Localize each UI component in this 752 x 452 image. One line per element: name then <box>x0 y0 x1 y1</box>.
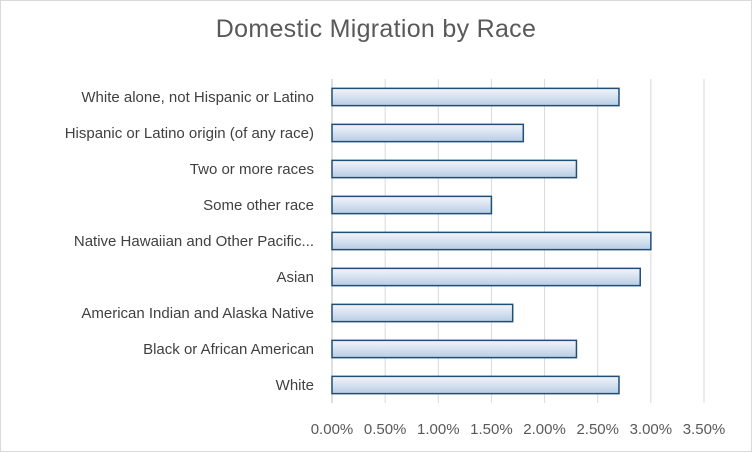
x-tick-label: 2.00% <box>523 421 566 438</box>
bar <box>331 267 641 287</box>
category-label: White alone, not Hispanic or Latino <box>81 89 314 106</box>
bar <box>331 87 620 107</box>
x-axis-ticks: 0.00% 0.50% 1.00% 1.50% 2.00% 2.50% 3.00% 3.50% <box>311 421 726 438</box>
category-label: Black or African American <box>143 341 314 358</box>
category-labels: White alone, not Hispanic or Latino Hispa… <box>65 89 314 394</box>
category-label: Two or more races <box>190 161 314 178</box>
bar <box>331 231 652 251</box>
bar <box>331 303 514 323</box>
category-label: Hispanic or Latino origin (of any race) <box>65 125 314 142</box>
x-tick-label: 3.50% <box>683 421 726 438</box>
x-tick-label: 1.00% <box>417 421 460 438</box>
x-tick-label: 0.00% <box>311 421 354 438</box>
bar <box>331 195 493 215</box>
chart-title: Domestic Migration by Race <box>215 15 537 43</box>
x-tick-label: 2.50% <box>576 421 619 438</box>
category-label: Some other race <box>203 197 314 214</box>
bar <box>331 339 578 359</box>
category-label: Native Hawaiian and Other Pacific... <box>74 233 314 250</box>
bar <box>331 375 620 395</box>
category-label: Asian <box>276 269 314 286</box>
x-tick-label: 1.50% <box>470 421 513 438</box>
bars <box>331 87 652 395</box>
bar <box>331 159 578 179</box>
bar <box>331 123 525 143</box>
x-tick-label: 3.00% <box>630 421 673 438</box>
category-label: White <box>276 377 314 394</box>
x-tick-label: 0.50% <box>364 421 407 438</box>
category-label: American Indian and Alaska Native <box>81 305 314 322</box>
